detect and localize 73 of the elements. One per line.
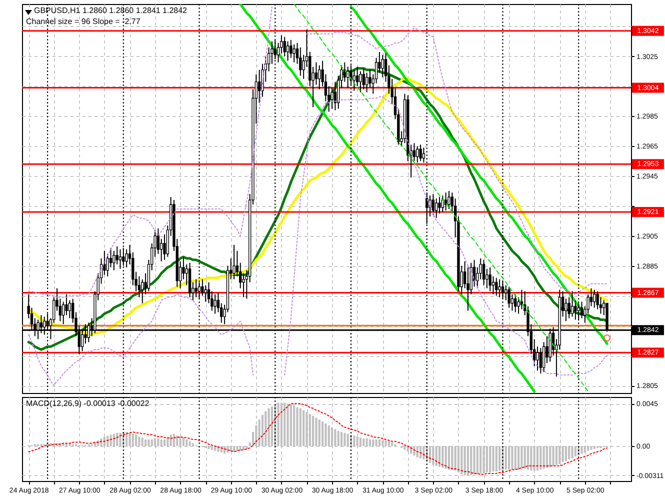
candlestick <box>498 278 501 298</box>
candlestick <box>546 336 548 364</box>
candlestick <box>232 244 236 280</box>
bar <box>182 438 185 446</box>
candlestick <box>112 250 116 271</box>
bar <box>362 438 365 446</box>
candlestick <box>258 69 261 104</box>
candlestick <box>416 146 419 164</box>
candlestick <box>570 290 574 318</box>
candlestick <box>330 87 334 110</box>
candlestick <box>160 238 163 262</box>
candlestick <box>204 284 207 302</box>
candlestick <box>510 294 514 312</box>
candlestick <box>590 288 593 307</box>
candlestick <box>438 196 441 214</box>
bar <box>344 432 346 446</box>
candlestick <box>580 301 584 319</box>
candlestick <box>290 39 292 58</box>
chart-title: GBPUSD,H1 1.2860 1.2860 1.2841 1.2842 <box>34 6 188 15</box>
bar <box>163 439 166 446</box>
bar <box>176 436 178 446</box>
candlestick <box>536 346 539 372</box>
bar <box>337 430 340 446</box>
bar <box>302 410 305 446</box>
candlestick <box>362 68 365 90</box>
candlestick <box>419 144 422 162</box>
candlestick <box>434 198 438 218</box>
candlestick <box>138 276 141 298</box>
candlestick <box>292 44 296 63</box>
candlestick <box>514 294 517 313</box>
candlestick <box>539 348 542 374</box>
candlestick <box>482 259 486 286</box>
candlestick <box>318 64 321 90</box>
candlestick <box>564 298 568 322</box>
candlestick <box>109 247 112 268</box>
text: Channel size = 96 Slope = -2.77 <box>26 17 141 26</box>
candlestick <box>103 250 106 276</box>
bar <box>110 434 112 446</box>
candlestick <box>365 72 368 93</box>
candlestick <box>486 268 488 289</box>
candlestick <box>356 66 359 87</box>
candlestick <box>283 36 286 57</box>
candlestick <box>116 246 118 265</box>
candlestick <box>508 286 510 308</box>
candlestick <box>381 54 384 78</box>
candlestick <box>214 294 216 314</box>
candlestick <box>286 40 290 62</box>
candlestick <box>495 277 498 296</box>
candlestick <box>163 234 166 260</box>
candlestick <box>432 194 435 216</box>
candlestick <box>352 69 356 92</box>
candlestick <box>488 266 492 292</box>
candlestick <box>194 278 198 298</box>
candlestick <box>448 190 450 210</box>
candlestick <box>65 294 68 316</box>
candlestick <box>596 290 599 310</box>
bar <box>296 407 298 446</box>
chart-title: MACD(12,26,9) -0.00013 -0.00022 <box>26 399 150 408</box>
candlestick <box>444 192 448 211</box>
candlestick <box>593 289 596 308</box>
candlestick <box>492 276 495 295</box>
line-series <box>239 4 536 393</box>
candlestick <box>188 262 192 298</box>
candlestick <box>299 46 302 76</box>
candlestick <box>359 70 362 93</box>
candlestick <box>314 62 318 86</box>
candlestick <box>574 300 577 320</box>
candlestick <box>428 195 432 217</box>
candlestick <box>504 284 508 301</box>
candlestick <box>242 272 245 298</box>
candlestick <box>125 248 128 268</box>
candlestick <box>118 248 122 270</box>
line-series <box>294 4 589 392</box>
